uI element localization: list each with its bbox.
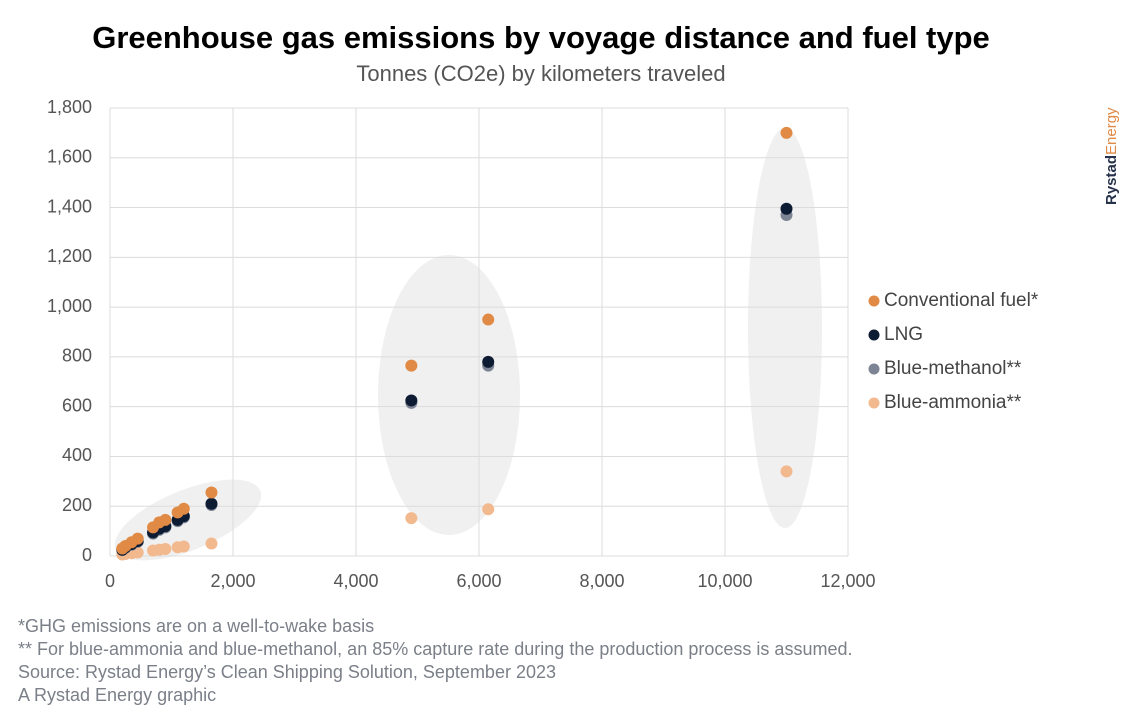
legend-swatch <box>868 295 880 307</box>
y-tick-label: 600 <box>62 395 92 415</box>
legend-label: Conventional fuel* <box>884 290 1039 311</box>
point <box>780 126 793 139</box>
highlight <box>378 255 520 535</box>
x-tick-label: 8,000 <box>579 571 624 591</box>
point <box>405 359 418 372</box>
legend-label: LNG <box>884 324 923 345</box>
y-tick-label: 1,000 <box>47 296 92 316</box>
point <box>131 532 144 545</box>
legend: Conventional fuel* LNG Blue-methanol** Blue… <box>868 290 1039 413</box>
y-tick-label: 0 <box>82 545 92 565</box>
y-tick-label: 1,400 <box>47 196 92 216</box>
chart-title: Greenhouse gas emissions by voyage dista… <box>92 20 990 55</box>
point <box>159 513 172 526</box>
y-tick-label: 1,800 <box>47 97 92 117</box>
point <box>205 486 218 499</box>
x-tick-label: 10,000 <box>697 571 752 591</box>
x-tick-label: 6,000 <box>456 571 501 591</box>
legend-label: Blue-methanol** <box>884 358 1022 379</box>
brand: RystadEnergy <box>1103 107 1120 205</box>
legend-label: Blue-ammonia** <box>884 392 1022 413</box>
y-tick-label: 1,600 <box>47 147 92 167</box>
x-tick-label: 0 <box>105 571 115 591</box>
x-tick-label: 2,000 <box>210 571 255 591</box>
point <box>177 502 190 515</box>
y-tick-label: 800 <box>62 346 92 366</box>
point <box>482 313 495 326</box>
highlight <box>748 128 822 528</box>
legend-swatch <box>868 329 880 341</box>
point <box>205 497 218 510</box>
footnote: *GHG emissions are on a well-to-wake bas… <box>18 616 374 636</box>
point <box>177 540 190 553</box>
highlights <box>114 128 822 561</box>
grid: 0 200 400 600 800 1,000 1,200 1,400 1,600 1,800 0 2… <box>47 97 876 591</box>
point <box>405 512 418 525</box>
y-tick-label: 1,200 <box>47 246 92 266</box>
point <box>780 202 793 215</box>
point <box>405 394 418 407</box>
y-tick-label: 400 <box>62 445 92 465</box>
legend-swatch <box>868 397 880 409</box>
brand-first: Rystad <box>1103 155 1120 205</box>
legend-swatch <box>868 363 880 375</box>
brand-second: Energy <box>1103 107 1120 155</box>
x-tick-label: 12,000 <box>820 571 875 591</box>
footnote: A Rystad Energy graphic <box>18 685 216 705</box>
footnote: ** For blue-ammonia and blue-methanol, a… <box>18 639 852 659</box>
footnotes: *GHG emissions are on a well-to-wake bas… <box>18 616 852 705</box>
point <box>780 465 793 478</box>
chart-subtitle: Tonnes (CO2e) by kilometers traveled <box>356 61 725 86</box>
point <box>205 537 218 550</box>
y-tick-label: 200 <box>62 495 92 515</box>
x-tick-label: 4,000 <box>333 571 378 591</box>
point <box>482 355 495 368</box>
marks <box>116 126 793 561</box>
point <box>159 543 172 556</box>
point <box>482 503 495 516</box>
footnote: Source: Rystad Energy’s Clean Shipping S… <box>18 662 556 682</box>
